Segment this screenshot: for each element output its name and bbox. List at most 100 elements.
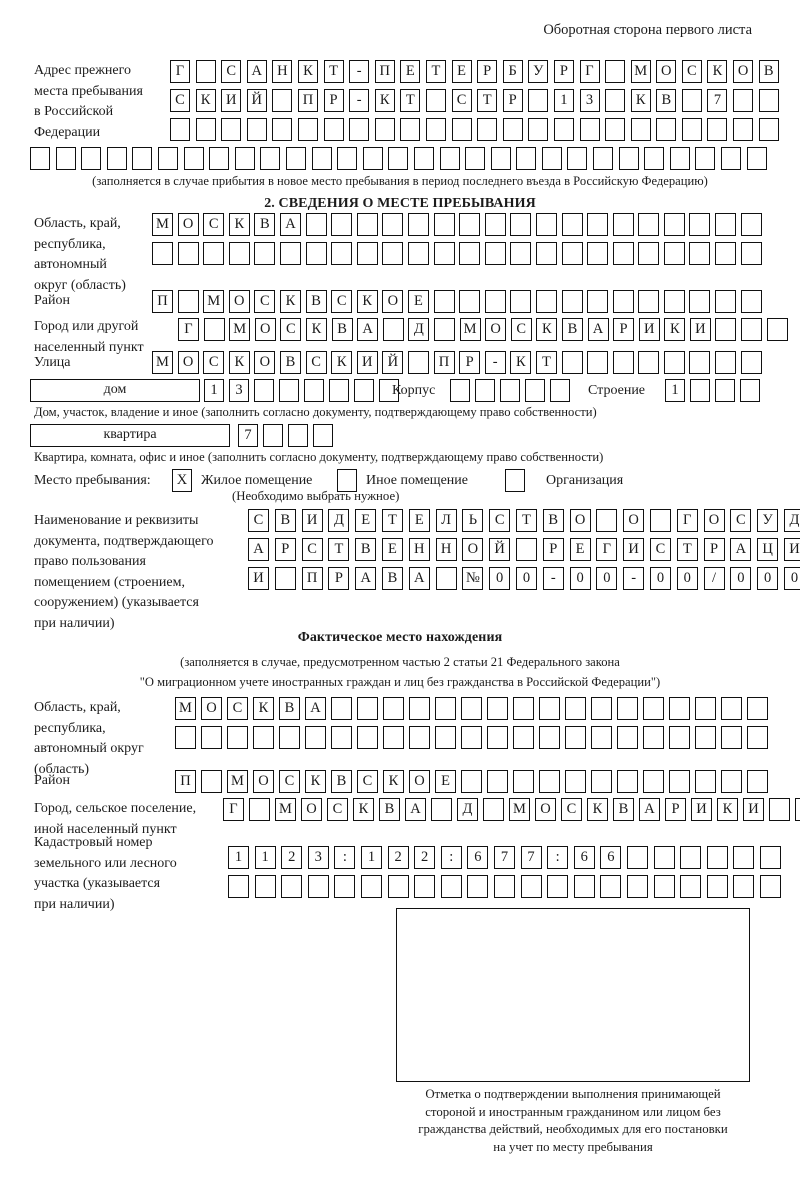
char-cell[interactable] — [689, 351, 711, 374]
char-cell[interactable] — [715, 242, 737, 265]
char-cell[interactable] — [502, 118, 523, 141]
char-cell[interactable]: В — [331, 318, 353, 341]
char-cell[interactable] — [465, 147, 486, 170]
char-cell[interactable]: 2 — [414, 846, 436, 869]
char-cell[interactable]: 6 — [573, 846, 595, 869]
char-cell[interactable] — [297, 118, 318, 141]
char-cell[interactable] — [535, 213, 557, 236]
char-cell[interactable] — [740, 213, 762, 236]
char-cell[interactable]: В — [381, 567, 403, 590]
char-cell[interactable]: Г — [170, 60, 190, 83]
char-cell[interactable]: Д — [783, 509, 800, 532]
char-cell[interactable] — [487, 726, 508, 749]
char-cell[interactable] — [253, 726, 274, 749]
char-cell[interactable]: Т — [328, 538, 350, 561]
char-cell[interactable] — [689, 290, 711, 313]
char-cell[interactable] — [461, 726, 482, 749]
char-cell[interactable]: : — [334, 846, 356, 869]
char-cell[interactable] — [383, 697, 404, 720]
char-cell[interactable] — [587, 242, 609, 265]
char-cell[interactable] — [409, 697, 430, 720]
char-cell[interactable]: Р — [328, 567, 350, 590]
char-cell[interactable] — [170, 118, 190, 141]
char-cell[interactable]: Т — [323, 60, 344, 83]
char-cell[interactable] — [617, 726, 638, 749]
char-cell[interactable] — [733, 89, 754, 112]
char-cell[interactable]: Д — [328, 509, 350, 532]
char-cell[interactable]: И — [221, 89, 242, 112]
char-cell[interactable] — [758, 89, 779, 112]
char-cell[interactable] — [451, 118, 472, 141]
char-cell[interactable]: Д — [457, 798, 478, 821]
char-cell[interactable] — [354, 379, 374, 402]
char-cell[interactable]: П — [297, 89, 318, 112]
char-cell[interactable]: С — [649, 538, 671, 561]
char-cell[interactable]: Е — [451, 60, 472, 83]
char-cell[interactable]: Г — [596, 538, 618, 561]
char-cell[interactable] — [195, 60, 216, 83]
char-cell[interactable] — [331, 697, 352, 720]
char-cell[interactable]: Н — [272, 60, 293, 83]
char-cell[interactable]: - — [349, 89, 370, 112]
char-cell[interactable]: О — [228, 290, 250, 313]
char-cell[interactable] — [177, 290, 199, 313]
char-cell[interactable] — [740, 290, 762, 313]
char-cell[interactable] — [254, 379, 274, 402]
char-cell[interactable] — [740, 351, 762, 374]
char-cell[interactable] — [690, 379, 710, 402]
char-cell[interactable]: К — [510, 351, 532, 374]
char-cell[interactable]: О — [462, 538, 484, 561]
char-cell[interactable]: М — [152, 213, 173, 236]
char-cell[interactable]: М — [175, 697, 196, 720]
char-cell[interactable]: Р — [613, 318, 635, 341]
char-cell[interactable]: 0 — [783, 567, 800, 590]
char-cell[interactable] — [695, 697, 716, 720]
char-cell[interactable]: И — [691, 798, 712, 821]
char-cell[interactable] — [313, 424, 333, 447]
char-cell[interactable]: М — [203, 290, 225, 313]
char-cell[interactable]: П — [175, 770, 196, 793]
char-cell[interactable] — [656, 118, 677, 141]
char-cell[interactable] — [733, 118, 754, 141]
char-cell[interactable]: М — [275, 798, 296, 821]
char-cell[interactable]: К — [717, 798, 738, 821]
char-cell[interactable] — [740, 379, 760, 402]
char-cell[interactable]: П — [301, 567, 323, 590]
char-cell[interactable]: 1 — [553, 89, 574, 112]
char-cell[interactable]: Т — [381, 509, 403, 532]
char-cell[interactable]: 0 — [569, 567, 591, 590]
char-cell[interactable] — [201, 726, 222, 749]
char-cell[interactable]: Н — [435, 538, 457, 561]
char-cell[interactable] — [279, 379, 299, 402]
char-cell[interactable] — [663, 351, 685, 374]
char-cell[interactable] — [249, 798, 270, 821]
char-cell[interactable] — [587, 290, 609, 313]
char-cell[interactable] — [626, 846, 648, 869]
char-cell[interactable] — [274, 567, 296, 590]
char-cell[interactable] — [461, 770, 482, 793]
char-cell[interactable]: 1 — [254, 846, 276, 869]
char-cell[interactable] — [630, 118, 651, 141]
char-cell[interactable] — [425, 89, 446, 112]
char-cell[interactable] — [618, 147, 639, 170]
char-cell[interactable] — [707, 118, 728, 141]
char-cell[interactable]: К — [383, 770, 404, 793]
stamp-area[interactable] — [396, 908, 750, 1082]
checkbox-other-premises[interactable] — [337, 469, 357, 492]
char-cell[interactable] — [617, 770, 638, 793]
char-cell[interactable] — [515, 538, 537, 561]
char-cell[interactable]: К — [374, 89, 395, 112]
char-cell[interactable] — [565, 770, 586, 793]
char-cell[interactable] — [550, 379, 570, 402]
char-cell[interactable] — [516, 147, 537, 170]
char-cell[interactable]: О — [254, 351, 276, 374]
char-cell[interactable]: В — [542, 509, 564, 532]
char-cell[interactable]: 7 — [707, 89, 728, 112]
char-cell[interactable]: К — [305, 770, 326, 793]
char-cell[interactable]: К — [664, 318, 686, 341]
char-cell[interactable]: 7 — [493, 846, 515, 869]
char-cell[interactable]: В — [355, 538, 377, 561]
